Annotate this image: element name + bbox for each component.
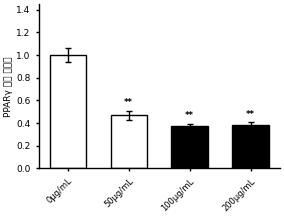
Bar [50, 55, 86, 168]
Text: **: ** [246, 110, 255, 118]
Text: **: ** [124, 98, 133, 107]
Bar [110, 115, 147, 168]
Y-axis label: PPARγ 相对 表达量: PPARγ 相对 表达量 [4, 56, 13, 117]
Bar [232, 125, 269, 168]
Text: **: ** [185, 111, 194, 120]
Bar [172, 127, 208, 168]
